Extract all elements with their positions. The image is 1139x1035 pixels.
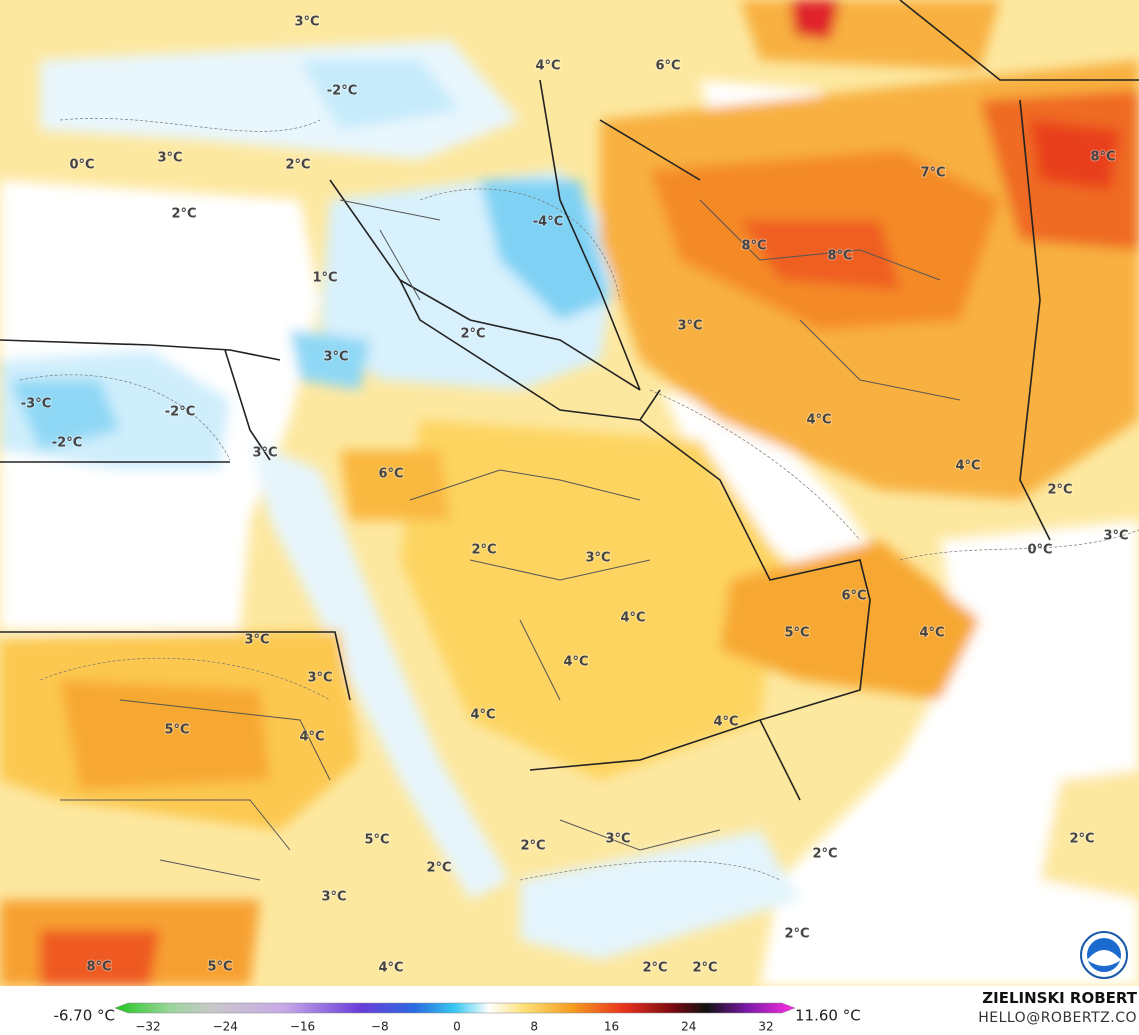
colorbar-ticks: −32 −24 −16 −8 0 8 16 24 32	[135, 1020, 773, 1034]
colorbar-tick-label: −16	[290, 1020, 315, 1034]
temperature-label: 2°C	[460, 327, 485, 342]
credit-author: ZIELINSKI ROBERT	[982, 989, 1137, 1007]
temperature-label: 8°C	[86, 960, 111, 975]
credit-contact: HELLO@ROBERTZ.CO	[978, 1010, 1137, 1026]
temperature-label: 4°C	[955, 459, 980, 474]
temperature-label: 6°C	[841, 589, 866, 604]
temperature-label: 8°C	[741, 239, 766, 254]
temperature-label: 1°C	[312, 271, 337, 286]
temperature-label: 0°C	[69, 158, 94, 173]
colorbar-tick-label: 24	[681, 1020, 696, 1034]
temperature-label: 2°C	[520, 839, 545, 854]
colorbar	[114, 1002, 796, 1014]
temperature-label: 3°C	[605, 832, 630, 847]
temperature-label: 2°C	[692, 961, 717, 976]
temperature-label: 3°C	[307, 671, 332, 686]
temperature-label: -4°C	[533, 215, 563, 230]
colorbar-tick-label: 32	[758, 1020, 773, 1034]
temperature-label: 2°C	[426, 861, 451, 876]
temperature-label: 4°C	[620, 611, 645, 626]
temperature-label: 2°C	[285, 158, 310, 173]
temperature-label: 3°C	[321, 890, 346, 905]
temperature-label: 8°C	[827, 249, 852, 264]
temperature-label: 2°C	[1047, 483, 1072, 498]
temperature-label: 4°C	[713, 715, 738, 730]
temperature-label: 4°C	[919, 626, 944, 641]
temperature-label: 2°C	[171, 207, 196, 222]
temperature-label: 6°C	[378, 467, 403, 482]
temperature-label: 2°C	[471, 543, 496, 558]
map-labels: 3°C 4°C 6°C -2°C 3°C 2°C 0°C 7°C 8°C 2°C -4°C 8°C 8°…	[20, 14, 1130, 977]
temperature-label: 4°C	[535, 59, 560, 74]
temperature-label: 2°C	[1069, 832, 1094, 847]
colorbar-tick-label: 8	[530, 1020, 538, 1034]
temperature-label: 0°C	[1027, 543, 1052, 558]
temperature-label: -2°C	[327, 84, 357, 99]
temperature-label: 3°C	[294, 15, 319, 30]
temperature-label: 5°C	[784, 626, 809, 641]
colorbar-tick-label: 0	[453, 1020, 461, 1034]
colorbar-min: -6.70 °C	[53, 1007, 115, 1025]
map-fill	[0, 0, 1139, 986]
temperature-label: 3°C	[157, 151, 182, 166]
temperature-label: 7°C	[920, 166, 945, 181]
temperature-label: 3°C	[252, 446, 277, 461]
temperature-label: 2°C	[784, 927, 809, 942]
temperature-label: -3°C	[21, 397, 51, 412]
temperature-label: -2°C	[52, 436, 82, 451]
temperature-label: 8°C	[1090, 150, 1115, 165]
temperature-label: -2°C	[165, 405, 195, 420]
temperature-label: 6°C	[655, 59, 680, 74]
colorbar-tick-label: −8	[371, 1020, 389, 1034]
temperature-label: 3°C	[677, 319, 702, 334]
temperature-label: 4°C	[806, 413, 831, 428]
temperature-label: 5°C	[207, 960, 232, 975]
temperature-label: 4°C	[470, 708, 495, 723]
temperature-label: 4°C	[299, 730, 324, 745]
temperature-label: 4°C	[563, 655, 588, 670]
temperature-label: 3°C	[323, 350, 348, 365]
temperature-label: 3°C	[585, 551, 610, 566]
temperature-label: 2°C	[812, 847, 837, 862]
temperature-label: 3°C	[1103, 529, 1128, 544]
agency-logo	[1080, 931, 1128, 979]
temperature-label: 4°C	[378, 961, 403, 976]
colorbar-tick-label: 16	[604, 1020, 619, 1034]
temperature-label: 5°C	[164, 723, 189, 738]
colorbar-tick-label: −24	[213, 1020, 238, 1034]
temperature-label: 5°C	[364, 833, 389, 848]
colorbar-tick-label: −32	[135, 1020, 160, 1034]
colorbar-max: 11.60 °C	[795, 1007, 861, 1025]
temperature-label: 3°C	[244, 633, 269, 648]
temperature-label: 2°C	[642, 961, 667, 976]
